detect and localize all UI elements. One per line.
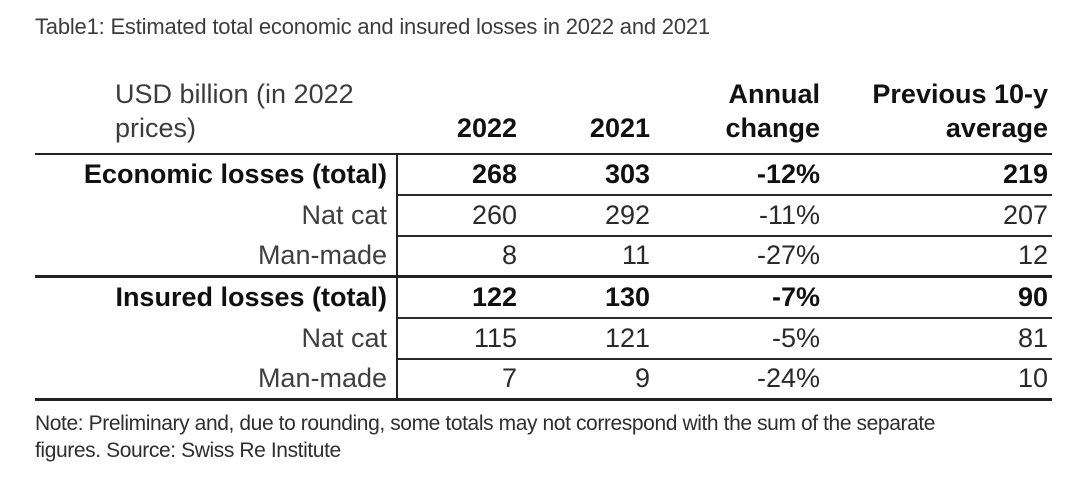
cell-2021: 130 xyxy=(521,275,654,318)
table-row-insured-nat-cat: Nat cat 115 121 -5% 81 xyxy=(35,316,1052,359)
header-previous-10y-average: Previous 10-y average xyxy=(824,52,1052,155)
cell-prev-10y-average: 10 xyxy=(824,357,1052,401)
table-row-insured-man-made: Man-made 7 9 -24% 10 xyxy=(35,357,1052,401)
row-label: Nat cat xyxy=(35,317,398,359)
cell-annual-change: -7% xyxy=(654,275,824,318)
row-label: Insured losses (total) xyxy=(35,275,398,318)
cell-2022: 8 xyxy=(397,234,521,277)
header-row: USD billion (in 2022 prices) 2022 2021 A… xyxy=(35,52,1052,155)
row-label: Economic losses (total) xyxy=(35,153,398,195)
cell-annual-change: -11% xyxy=(654,193,824,236)
row-label: Man-made xyxy=(35,235,398,277)
cell-2021: 292 xyxy=(521,193,654,236)
cell-2022: 122 xyxy=(397,275,521,318)
row-label: Man-made xyxy=(35,358,398,401)
table-header: USD billion (in 2022 prices) 2022 2021 A… xyxy=(35,52,1052,155)
footnote-line-2: figures. Source: Swiss Re Institute xyxy=(35,439,341,462)
cell-prev-10y-average: 207 xyxy=(824,193,1052,236)
row-label: Nat cat xyxy=(35,194,398,236)
cell-2022: 7 xyxy=(397,357,521,401)
cell-annual-change: -12% xyxy=(756,158,820,189)
table-row-economic-man-made: Man-made 8 11 -27% 12 xyxy=(35,234,1052,277)
table-row-economic-nat-cat: Nat cat 260 292 -11% 207 xyxy=(35,193,1052,236)
table-row-economic-total: Economic losses (total) 268 303 -12% 219 xyxy=(35,153,1052,195)
cell-2021: 121 xyxy=(521,316,654,359)
footnote: Note: Preliminary and, due to rounding, … xyxy=(35,410,1052,464)
footnote-line-1: Note: Preliminary and, due to rounding, … xyxy=(35,412,936,435)
table-caption: Table1: Estimated total economic and ins… xyxy=(35,14,710,39)
cell-annual-change: -24% xyxy=(654,357,824,401)
cell-2021: 9 xyxy=(521,357,654,401)
cell-prev-10y-average: 90 xyxy=(824,275,1052,318)
table-body: Economic losses (total) 268 303 -12% 219… xyxy=(35,153,1052,401)
header-usd-billion: USD billion (in 2022 prices) xyxy=(35,52,397,155)
header-2021: 2021 xyxy=(521,52,654,155)
cell-prev-10y-average: 81 xyxy=(824,316,1052,359)
cell-annual-change: -5% xyxy=(654,316,824,359)
cell-prev-10y-average: 12 xyxy=(824,234,1052,277)
losses-table: USD billion (in 2022 prices) 2022 2021 A… xyxy=(35,52,1052,401)
cell-2022: 115 xyxy=(397,316,521,359)
table-row-insured-total: Insured losses (total) 122 130 -7% 90 xyxy=(35,275,1052,318)
header-annual-change: Annual change xyxy=(654,52,824,155)
cell-2022: 260 xyxy=(397,193,521,236)
cell-2022: 268 xyxy=(471,158,517,189)
cell-2021: 303 xyxy=(604,158,650,189)
cell-prev-10y-average: 219 xyxy=(1002,158,1048,189)
header-2022: 2022 xyxy=(397,52,521,155)
cell-annual-change: -27% xyxy=(654,234,824,277)
cell-2021: 11 xyxy=(521,234,654,277)
